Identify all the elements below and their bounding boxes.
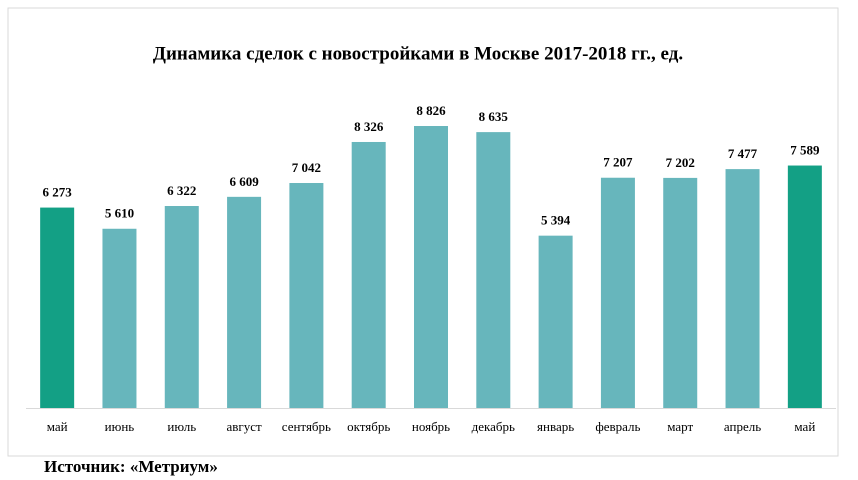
value-label: 7 042 [292,160,321,175]
value-label: 5 394 [541,213,571,228]
bar [787,165,822,408]
x-tick-label: сентябрь [282,419,331,434]
value-label: 6 273 [43,185,73,200]
bar [102,228,137,408]
bar [663,177,698,408]
value-label: 8 635 [479,109,509,124]
bar [164,206,199,408]
value-label: 6 322 [167,183,196,198]
value-label: 8 326 [354,119,384,134]
x-tick-label: июль [167,419,196,434]
value-label: 8 826 [416,103,446,118]
x-tick-label: март [667,419,693,434]
bar [414,126,448,408]
value-label: 7 207 [603,155,633,170]
value-label: 5 610 [105,206,134,221]
bar [289,183,324,408]
x-tick-label: январь [537,419,574,434]
bar [227,196,262,408]
value-label: 6 609 [229,174,259,189]
x-tick-label: февраль [595,419,640,434]
bar [725,169,760,408]
value-label: 7 477 [728,146,758,161]
bar [40,207,75,408]
x-tick-label: ноябрь [412,419,450,434]
x-tick-label: май [794,419,815,434]
x-tick-label: май [47,419,68,434]
x-tick-label: апрель [724,419,761,434]
chart-title: Динамика сделок с новостройками в Москве… [153,43,683,64]
bar [476,132,511,408]
value-label: 7 202 [666,155,695,170]
x-tick-label: июнь [105,419,135,434]
source: Источник: «Метриум» [44,457,218,476]
bar [600,177,635,408]
x-tick-label: декабрь [472,419,515,434]
bar [351,141,386,408]
x-tick-label: октябрь [347,419,390,434]
value-label: 7 589 [790,143,820,158]
bar [538,235,573,408]
x-tick-label: август [226,419,262,434]
